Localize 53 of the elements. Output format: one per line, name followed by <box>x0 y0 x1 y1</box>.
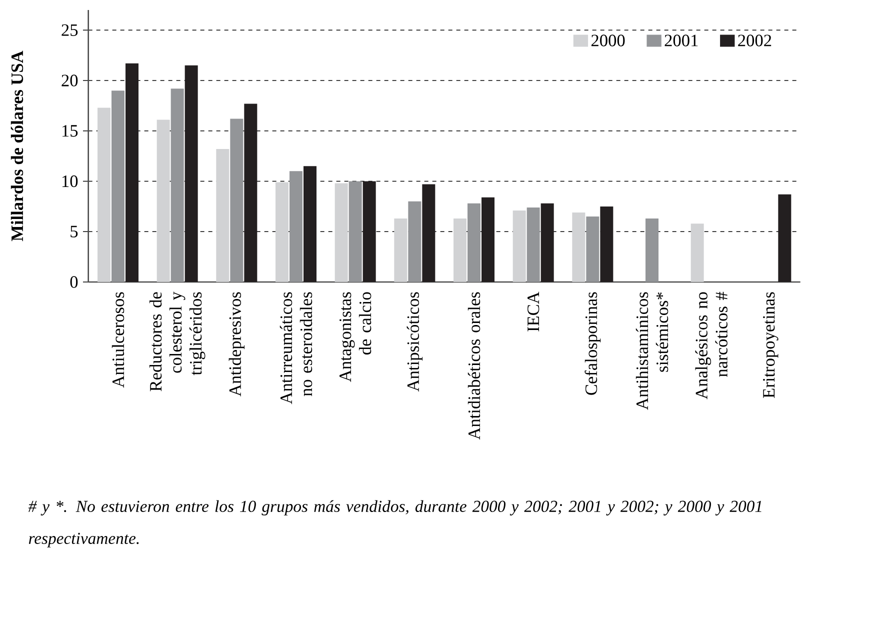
bar <box>276 182 289 282</box>
bar <box>362 181 376 282</box>
bar <box>98 108 111 282</box>
text: # y *. No estuvieron entre los 10 grupos más vendidos, durante 2000 y 2002; 2001 y 2002; y 2000 y 2001 respectivamente. <box>28 500 762 548</box>
bar <box>184 65 198 282</box>
bar <box>468 203 480 282</box>
bar <box>454 218 466 282</box>
bar <box>408 201 422 282</box>
bar <box>540 203 554 282</box>
x-tick-label: Antirreumáticos no esteroidales <box>280 292 312 404</box>
x-tick-label: Cefalosporinas <box>584 292 601 395</box>
bar <box>304 166 317 282</box>
x-tick-label: Eritropoyetinas <box>763 292 778 398</box>
bar <box>778 194 792 282</box>
y-tick-label: 20 <box>62 74 78 86</box>
y-tick-label: 15 <box>62 125 78 137</box>
bar <box>512 210 526 282</box>
bar <box>290 171 303 282</box>
bar <box>244 104 258 282</box>
x-tick-label: Antihistamínicos sistémicos* <box>636 292 668 410</box>
bar <box>170 88 184 282</box>
x-tick-label: Antipsicóticos <box>406 292 423 392</box>
bar <box>646 218 659 282</box>
y-axis-title: Millardos de dólares USA <box>10 50 24 242</box>
y-tick-label: 0 <box>70 276 78 288</box>
bar <box>348 181 362 282</box>
x-tick-label: Antidiabéticos orales <box>468 292 480 440</box>
bar <box>112 90 125 282</box>
y-tick-label: 25 <box>62 24 78 36</box>
bar <box>216 149 230 282</box>
bar <box>156 120 170 282</box>
bar <box>526 207 540 282</box>
bar <box>126 63 139 282</box>
y-tick-label: 10 <box>62 175 78 188</box>
bar <box>482 197 494 282</box>
bar <box>422 184 436 282</box>
legend-label: 2000 <box>591 34 625 46</box>
legend-label: 2001 <box>664 34 698 46</box>
bar <box>572 212 586 282</box>
y-tick-label: 5 <box>70 226 78 238</box>
x-tick-label: Antagonistas de calcio <box>340 292 372 382</box>
bar <box>586 216 600 282</box>
bar <box>600 206 614 282</box>
x-tick-label: Antiulcerosos <box>112 292 124 388</box>
legend-label: 2002 <box>738 34 772 46</box>
bar <box>334 183 348 282</box>
bar <box>394 218 408 282</box>
bar <box>690 224 704 282</box>
x-tick-label: Reductores de colesterol y triglicéridos <box>149 292 206 392</box>
x-tick-label: Analgésicos no narcóticos # <box>695 292 728 400</box>
x-tick-label: Antidepresivos <box>228 292 245 396</box>
bar <box>230 118 244 282</box>
x-tick-label: IECA <box>528 292 540 332</box>
